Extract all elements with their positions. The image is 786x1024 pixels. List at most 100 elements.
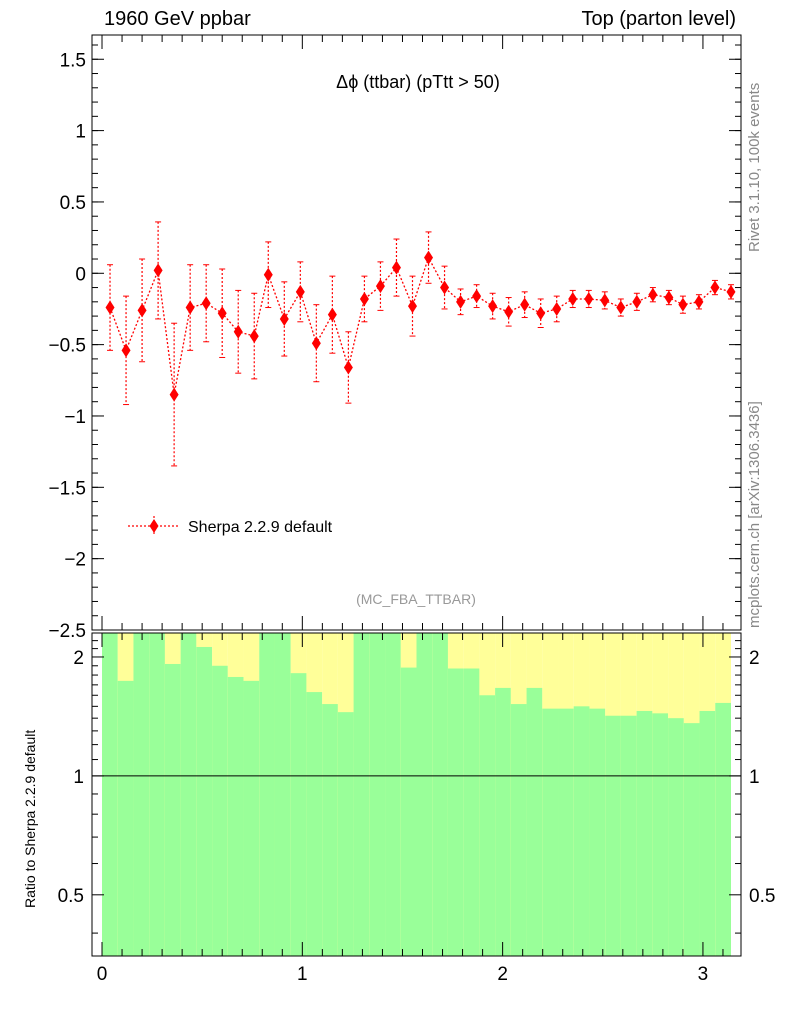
ratio-tick-label-left: 1: [73, 767, 84, 788]
ratio-band-inner: [400, 667, 417, 956]
ratio-tick-label-right: 0.5: [749, 886, 775, 907]
x-tick-label: 2: [497, 964, 508, 985]
ratio-band-inner: [479, 695, 496, 956]
ratio-band-inner: [558, 708, 574, 956]
data-point: [568, 291, 578, 306]
data-point: [233, 324, 243, 339]
ratio-band-inner: [463, 668, 480, 956]
ratio-band-inner: [699, 710, 716, 956]
data-point: [391, 260, 401, 275]
data-point: [456, 294, 466, 309]
data-point: [472, 289, 482, 304]
ratio-band-inner: [510, 704, 527, 956]
data-point: [137, 303, 147, 318]
ratio-band-inner: [620, 715, 637, 956]
y-tick-label: −2.5: [48, 621, 86, 642]
ratio-band-inner: [117, 680, 134, 956]
ratio-band-inner: [636, 710, 653, 956]
ratio-band-inner: [133, 633, 150, 956]
chart-title: Δϕ (ttbar) (pTtt > 50): [336, 72, 500, 92]
data-point: [520, 297, 530, 312]
data-point: [600, 293, 610, 308]
data-point: [295, 284, 305, 299]
ratio-band-inner: [605, 715, 621, 956]
data-point: [488, 299, 498, 314]
ratio-band-inner: [212, 665, 228, 956]
ratio-band-inner: [337, 712, 354, 956]
data-point: [678, 297, 688, 312]
data-point: [359, 291, 369, 306]
data-point: [327, 307, 337, 322]
x-tick-label: 3: [698, 964, 709, 985]
ratio-band-inner: [385, 633, 401, 956]
x-tick-label: 0: [97, 964, 108, 985]
data-point: [279, 311, 289, 326]
data-point: [407, 299, 417, 314]
ratio-band-inner: [196, 646, 213, 956]
ratio-tick-label-left: 2: [73, 648, 84, 669]
ratio-bands: [102, 633, 731, 956]
y-tick-label: 0.5: [60, 193, 86, 214]
analysis-annotation: (MC_FBA_TTBAR): [356, 591, 476, 607]
ratio-band-inner: [322, 704, 338, 956]
y-tick-label: 0: [75, 264, 86, 285]
ratio-band-inner: [526, 687, 543, 956]
ratio-band-inner: [227, 676, 244, 956]
y-tick-label: 1.5: [60, 50, 86, 71]
data-point: [201, 296, 211, 311]
y-tick-label: −1: [64, 407, 86, 428]
data-point: [249, 329, 259, 344]
ratio-band-inner: [495, 687, 511, 956]
data-point: [263, 267, 273, 282]
ratio-band-inner: [149, 633, 165, 956]
ratio-band-inner: [715, 702, 731, 956]
ratio-tick-label-right: 1: [749, 767, 760, 788]
data-point: [424, 250, 434, 265]
data-point: [440, 280, 450, 295]
ratio-band-inner: [243, 680, 260, 956]
data-point: [710, 280, 720, 295]
header-right: Top (parton level): [581, 8, 736, 30]
data-point: [185, 300, 195, 315]
x-tick-label: 1: [297, 964, 308, 985]
data-point: [552, 301, 562, 316]
ratio-band-inner: [306, 692, 323, 956]
data-point: [504, 304, 514, 319]
data-point: [343, 360, 353, 375]
ratio-band-inner: [652, 713, 669, 956]
ratio-band-inner: [180, 633, 197, 956]
ratio-band-inner: [416, 633, 433, 956]
legend-label: Sherpa 2.2.9 default: [188, 519, 333, 536]
main-frame: [91, 34, 742, 631]
ratio-band-inner: [589, 708, 606, 956]
ratio-band-inner: [542, 708, 559, 956]
data-point: [121, 343, 131, 358]
ratio-band-inner: [353, 633, 370, 956]
header-left: 1960 GeV ppbar: [104, 8, 251, 30]
y-tick-label: 1: [75, 122, 86, 143]
ratio-band-inner: [102, 633, 118, 956]
ratio-band-inner: [274, 633, 291, 956]
data-point: [584, 291, 594, 306]
data-point: [311, 336, 321, 351]
data-point: [217, 306, 227, 321]
ratio-tick-label-right: 2: [749, 648, 760, 669]
data-point: [105, 300, 115, 315]
y-tick-label: −1.5: [48, 478, 86, 499]
ratio-band-inner: [432, 633, 448, 956]
ratio-band-inner: [369, 633, 386, 956]
ratio-band-inner: [573, 706, 590, 956]
ratio-band-inner: [447, 668, 464, 956]
data-point: [726, 284, 736, 299]
ratio-band-inner: [290, 673, 307, 956]
ratio-tick-label-left: 0.5: [58, 886, 84, 907]
ratio-band-inner: [683, 723, 700, 956]
series-line: [109, 255, 732, 395]
data-point: [694, 294, 704, 309]
ratio-band-inner: [668, 718, 684, 956]
ratio-frame: [91, 632, 742, 957]
data-point: [664, 290, 674, 305]
data-point: [648, 287, 658, 302]
y-tick-label: −2: [64, 550, 86, 571]
